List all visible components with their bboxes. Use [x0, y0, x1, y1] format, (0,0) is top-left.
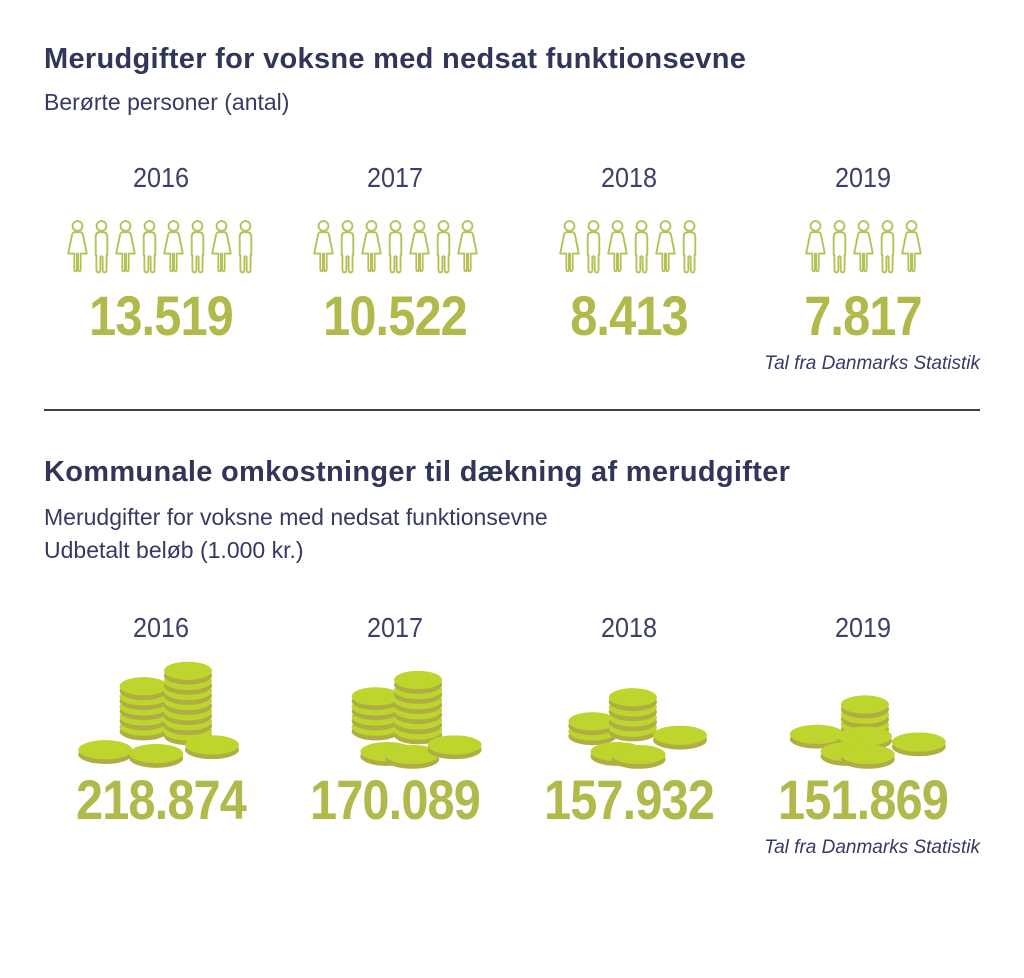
person-male-icon [880, 220, 894, 274]
source-note: Tal fra Danmarks Statistik [764, 353, 980, 374]
persons-pictogram [44, 209, 278, 283]
coins-icon [351, 670, 482, 769]
year-column-2016: 2016 218.874 [44, 613, 278, 831]
value-label: 13.519 [89, 284, 234, 347]
year-column-2019: 2019 151.869 [746, 613, 980, 831]
person-female-icon [804, 220, 826, 273]
person-male-icon [682, 220, 696, 274]
persons-pictogram [512, 209, 746, 283]
section2-subtitle-2: Udbetalt beløb (1.000 kr.) [44, 537, 304, 563]
section1-title: Merudgifter for voksne med nedsat funkti… [44, 43, 747, 75]
value-label: 157.932 [543, 768, 715, 831]
year-column-2018: 2018 157.932 [512, 613, 746, 831]
person-female-icon [360, 220, 382, 273]
person-female-icon [312, 220, 334, 273]
coins-icon [568, 688, 707, 769]
person-female-icon [162, 220, 184, 273]
person-female-icon [66, 220, 88, 273]
person-male-icon [832, 220, 846, 274]
source-note: Tal fra Danmarks Statistik [764, 837, 980, 858]
person-female-icon [852, 220, 874, 273]
year-label: 2017 [366, 612, 424, 643]
person-male-icon [586, 220, 600, 274]
person-female-icon [900, 220, 922, 273]
value-label: 170.089 [309, 768, 481, 831]
year-column-2017: 2017 170.089 [278, 613, 512, 831]
coins-icon [789, 695, 946, 769]
coin-pile-icon [44, 647, 278, 769]
year-label: 2018 [600, 612, 658, 643]
section-affected-persons: Merudgifter for voksne med nedsat funkti… [44, 42, 980, 375]
year-label: 2018 [600, 162, 658, 193]
persons-pictogram [746, 209, 980, 283]
person-male-icon [190, 220, 204, 274]
person-male-icon [634, 220, 648, 274]
year-label: 2019 [834, 162, 892, 193]
section1-subtitle: Berørte personer (antal) [44, 89, 290, 115]
person-female-icon [114, 220, 136, 273]
year-column-2018: 2018 8.413 [512, 163, 746, 347]
person-male-icon [94, 220, 108, 274]
year-label: 2016 [132, 162, 190, 193]
person-male-icon [142, 220, 156, 274]
year-column-2016: 2016 13.519 [44, 163, 278, 347]
person-female-icon [456, 220, 478, 273]
person-female-icon [654, 220, 676, 273]
section-divider [44, 409, 980, 411]
coin-pile-icon [278, 647, 512, 769]
person-female-icon [408, 220, 430, 273]
person-male-icon [388, 220, 402, 274]
coin-pile-icon [512, 647, 746, 769]
year-column-2019: 2019 7.817 [746, 163, 980, 347]
section-municipal-costs: Kommunale omkostninger til dækning af me… [44, 455, 980, 859]
year-label: 2017 [366, 162, 424, 193]
section2-title: Kommunale omkostninger til dækning af me… [44, 456, 791, 488]
person-female-icon [558, 220, 580, 273]
year-column-2017: 2017 10.522 [278, 163, 512, 347]
persons-pictogram [278, 209, 512, 283]
person-male-icon [340, 220, 354, 274]
year-label: 2019 [834, 612, 892, 643]
person-female-icon [210, 220, 232, 273]
value-label: 8.413 [570, 284, 688, 347]
coin-pile-icon [746, 647, 980, 769]
year-label: 2016 [132, 612, 190, 643]
section2-subtitle-1: Merudgifter for voksne med nedsat funkti… [44, 504, 548, 530]
value-label: 151.869 [777, 768, 949, 831]
value-label: 218.874 [75, 768, 247, 831]
person-male-icon [238, 220, 252, 274]
value-label: 7.817 [804, 284, 922, 347]
person-male-icon [436, 220, 450, 274]
section1-columns: 2016 13.519 2017 10.522 2018 8.413 2019 … [44, 163, 980, 347]
person-female-icon [606, 220, 628, 273]
coins-icon [78, 661, 239, 768]
value-label: 10.522 [323, 284, 468, 347]
section2-columns: 2016 218.874 2017 170.089 2018 157.932 2… [44, 613, 980, 831]
